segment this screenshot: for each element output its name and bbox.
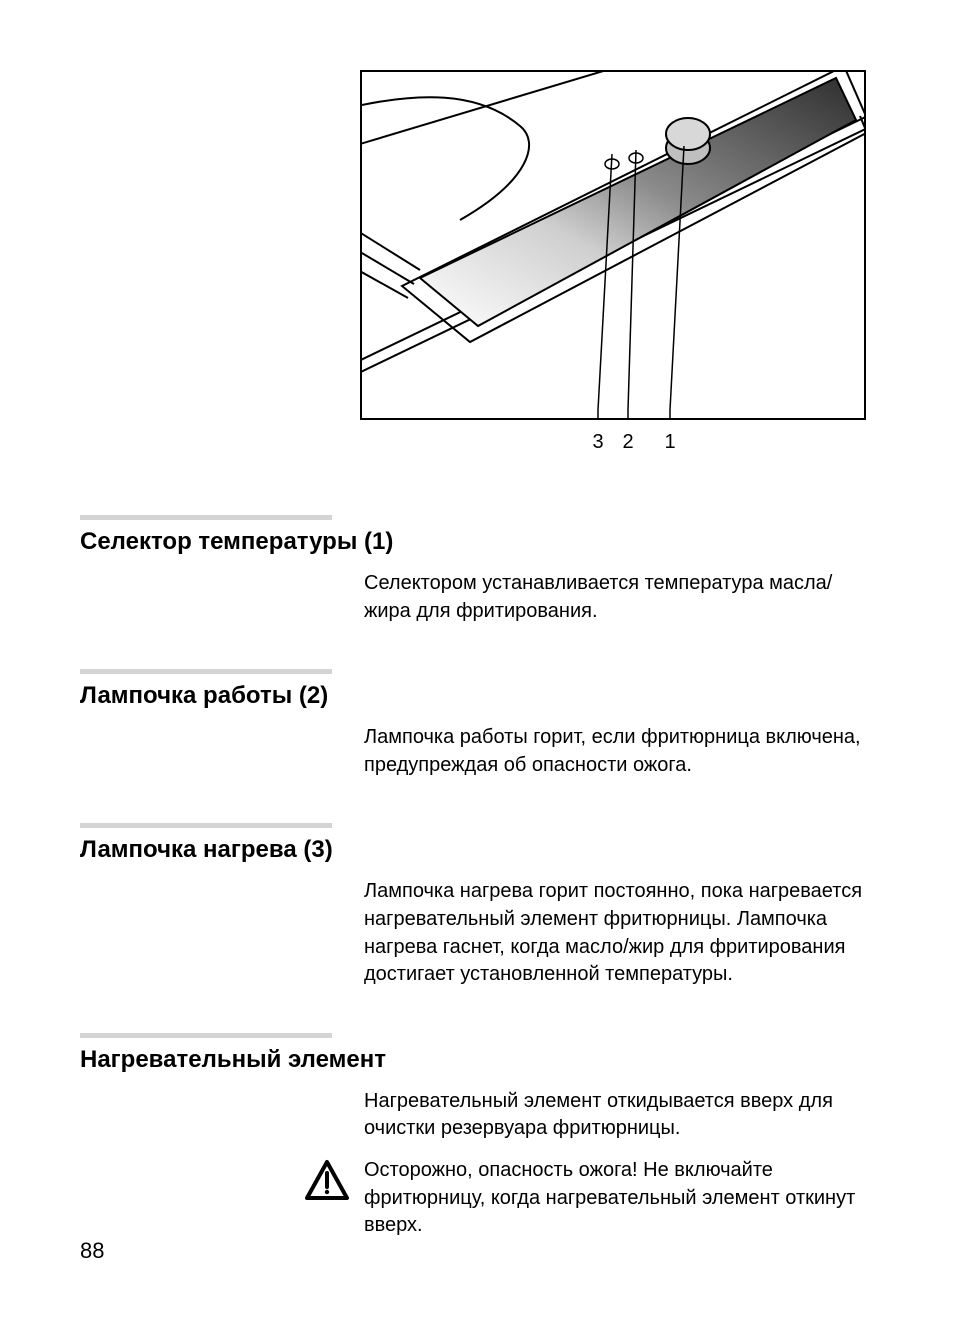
section-heading: Лампочка работы (2) xyxy=(80,682,864,710)
section-rule xyxy=(80,823,332,828)
section-1: Лампочка работы (2) Лампочка работы горит… xyxy=(80,669,864,779)
appliance-figure: 32 1 xyxy=(360,70,864,465)
page: 32 1 Селектор температуры (1) Селектором у… xyxy=(0,0,954,1326)
section-2: Лампочка нагрева (3) Лампочка нагрева гор… xyxy=(80,823,864,988)
page-number: 88 xyxy=(80,1238,104,1264)
section-body: Лампочка работы горит, если фритюрница в… xyxy=(364,724,864,779)
section-body: Нагревательный элемент откидывается ввер… xyxy=(364,1088,864,1240)
sections-container: Селектор температуры (1) Селектором устан… xyxy=(80,515,864,1240)
section-3: Нагревательный элемент Нагревательный эле… xyxy=(80,1033,864,1240)
section-paragraph: Селектором устанавливается температура м… xyxy=(364,570,864,625)
section-heading: Лампочка нагрева (3) xyxy=(80,836,864,864)
section-paragraph: Лампочка нагрева горит постоянно, пока н… xyxy=(364,878,864,988)
section-body: Лампочка нагрева горит постоянно, пока н… xyxy=(364,878,864,988)
section-heading: Селектор температуры (1) xyxy=(80,528,864,556)
section-rule xyxy=(80,515,332,520)
section-0: Селектор температуры (1) Селектором устан… xyxy=(80,515,864,625)
section-rule xyxy=(80,1033,332,1038)
section-rule xyxy=(80,669,332,674)
warning-text: Осторожно, опасность ожога! Не включайте… xyxy=(364,1157,864,1240)
figure-label-1: 1 xyxy=(664,431,675,453)
section-paragraph: Лампочка работы горит, если фритюрница в… xyxy=(364,724,864,779)
warning-icon xyxy=(304,1159,352,1210)
section-heading: Нагревательный элемент xyxy=(80,1046,864,1074)
section-paragraph: Нагревательный элемент откидывается ввер… xyxy=(364,1088,864,1143)
figure-label-3: 3 xyxy=(592,431,603,453)
warning-row: Осторожно, опасность ожога! Не включайте… xyxy=(364,1157,864,1240)
section-body: Селектором устанавливается температура м… xyxy=(364,570,864,625)
figure-label-2: 2 xyxy=(622,431,633,453)
appliance-svg: 32 1 xyxy=(360,70,866,460)
